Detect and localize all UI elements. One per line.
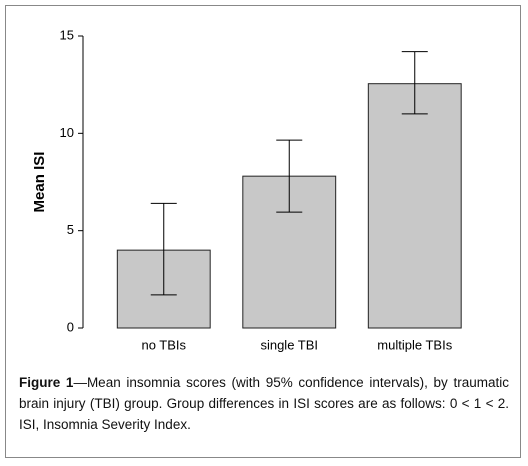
bar — [367, 83, 462, 329]
error-bar — [276, 139, 303, 213]
error-bar — [401, 51, 428, 115]
y-axis-label: Mean ISI — [31, 152, 48, 213]
caption-text: —Mean insomnia scores (with 95% confiden… — [19, 375, 509, 432]
x-tick-label: no TBIs — [141, 337, 186, 352]
y-tick-label: 0 — [67, 319, 74, 334]
caption-label: Figure 1 — [19, 375, 74, 390]
y-tick-label: 5 — [67, 222, 74, 237]
y-tick-label: 10 — [60, 125, 74, 140]
bar — [242, 175, 337, 329]
x-tick-label: multiple TBIs — [377, 337, 452, 352]
caption: Figure 1—Mean insomnia scores (with 95% … — [19, 372, 509, 435]
x-tick-label: single TBI — [260, 337, 318, 352]
error-bar — [150, 202, 177, 296]
figure-frame — [5, 5, 521, 458]
y-tick-label: 15 — [60, 27, 74, 42]
